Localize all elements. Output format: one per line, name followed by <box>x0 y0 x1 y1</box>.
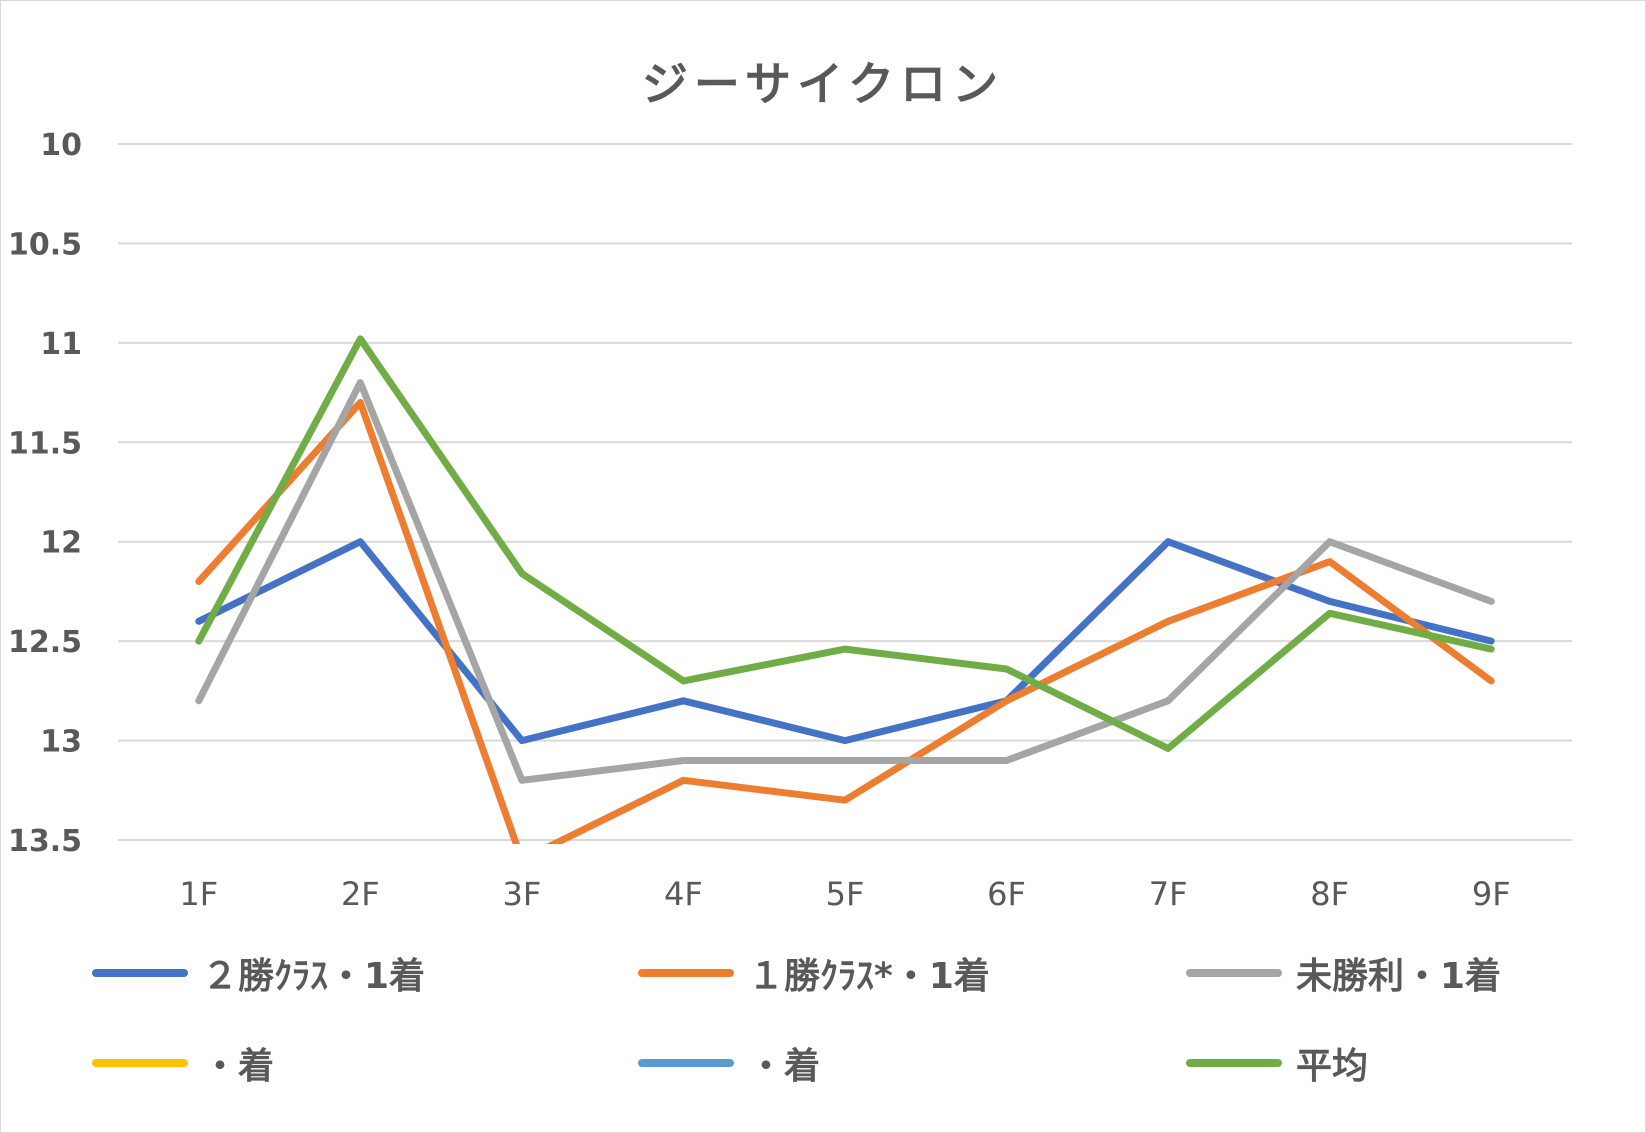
y-tick-label: 10 <box>40 128 82 163</box>
legend-label: 平均 <box>1296 1046 1369 1087</box>
legend-item: ・着 <box>638 1041 820 1087</box>
y-tick-label: 10.5 <box>8 227 82 262</box>
x-tick-label: 4F <box>664 875 703 913</box>
x-tick-label: 6F <box>987 875 1026 913</box>
legend-label: ・着 <box>748 1046 821 1087</box>
legend-label: １勝ｸﾗｽ*・1着 <box>748 956 990 997</box>
legend-label: ・着 <box>202 1046 275 1087</box>
y-tick-label: 12 <box>40 526 82 561</box>
x-tick-label: 8F <box>1310 875 1349 913</box>
series-line <box>195 379 1495 784</box>
y-tick-label: 12.5 <box>8 625 82 660</box>
legend-item: ２勝ｸﾗｽ・1着 <box>92 951 425 997</box>
legend-swatch <box>1186 969 1282 977</box>
y-tick-label: 13.5 <box>8 824 82 859</box>
legend-item: １勝ｸﾗｽ*・1着 <box>638 951 990 997</box>
x-tick-label: 3F <box>503 875 542 913</box>
legend-swatch <box>638 969 734 977</box>
legend-swatch <box>92 969 188 977</box>
y-tick-label: 13 <box>40 725 82 760</box>
series-line <box>195 399 1495 844</box>
legend-label: ２勝ｸﾗｽ・1着 <box>202 956 426 997</box>
x-tick-label: 5F <box>826 875 865 913</box>
chart-title: ジーサイクロン <box>641 57 1005 111</box>
x-tick-label: 1F <box>179 875 218 913</box>
series-line <box>195 335 1495 752</box>
x-tick-label: 9F <box>1472 875 1511 913</box>
legend-label: 未勝利・1着 <box>1296 956 1502 997</box>
legend-swatch <box>638 1059 734 1067</box>
x-tick-label: 2F <box>341 875 380 913</box>
legend-item: 未勝利・1着 <box>1186 951 1501 997</box>
y-tick-label: 11.5 <box>8 426 82 461</box>
legend-item: ・着 <box>92 1041 274 1087</box>
legend-swatch <box>92 1059 188 1067</box>
x-tick-label: 7F <box>1149 875 1188 913</box>
y-tick-label: 11 <box>40 327 82 362</box>
legend-item: 平均 <box>1186 1041 1368 1087</box>
legend-swatch <box>1186 1059 1282 1067</box>
series-lines <box>195 335 1495 844</box>
